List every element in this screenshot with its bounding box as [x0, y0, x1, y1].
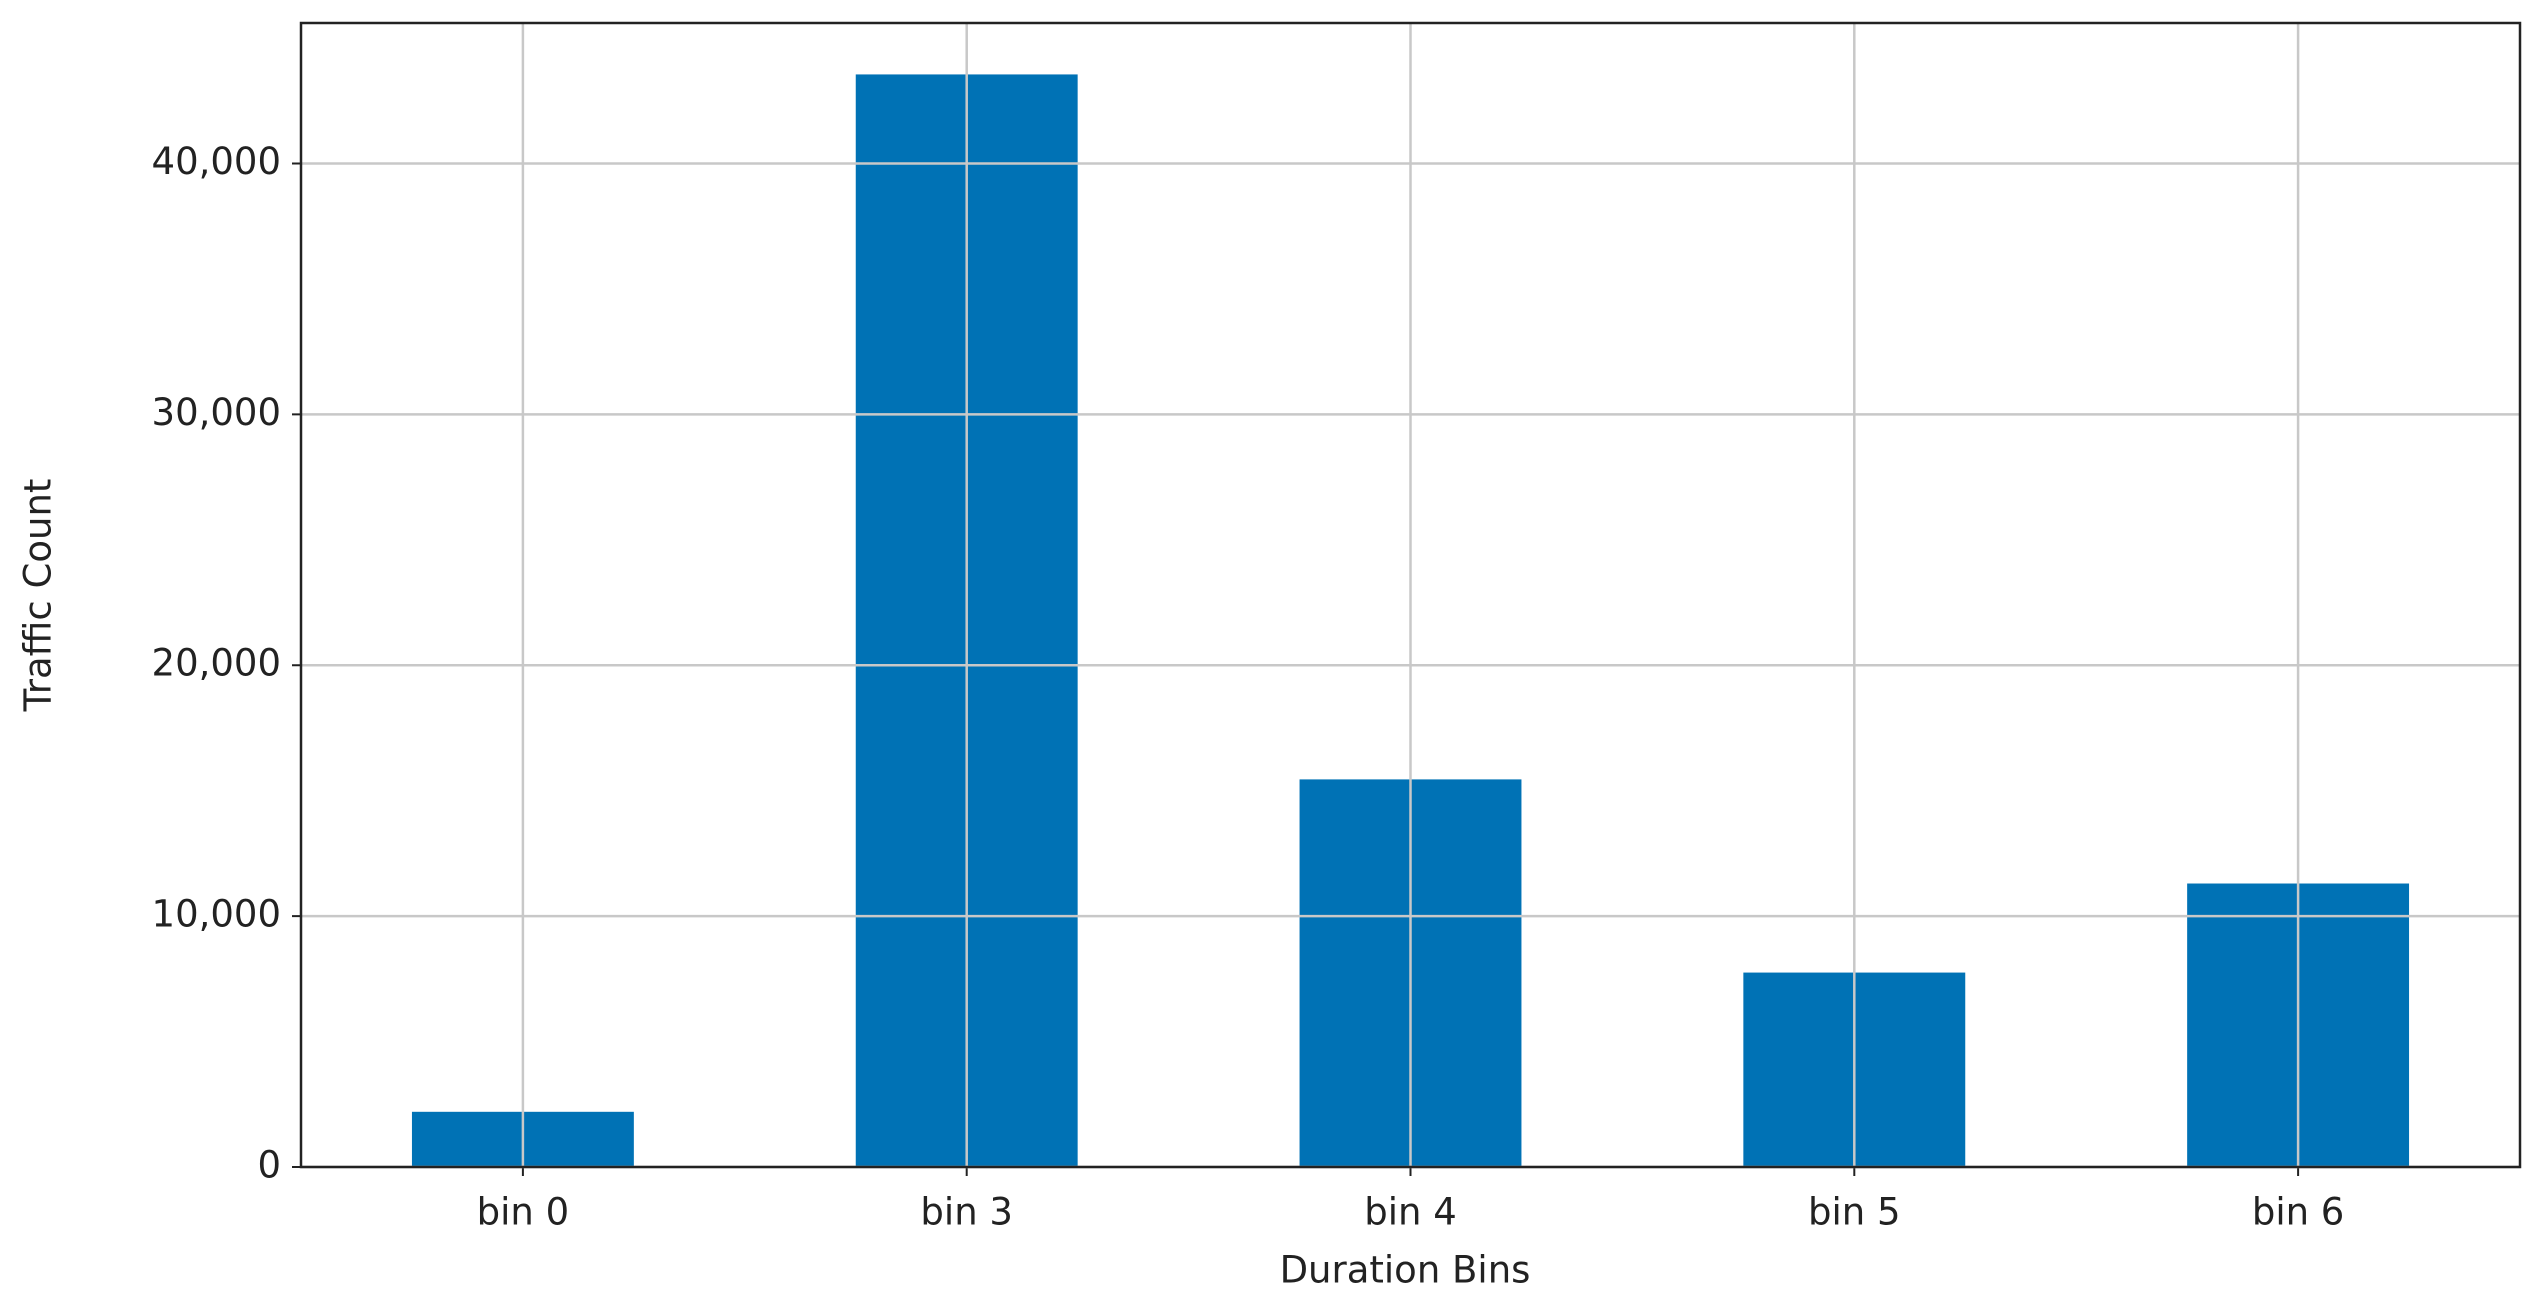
x-tick-label: bin 4: [1364, 1191, 1457, 1234]
y-tick-label: 40,000: [152, 140, 281, 183]
x-tick-label: bin 6: [2252, 1191, 2345, 1234]
y-axis-label: Traffic Count: [17, 479, 60, 713]
y-tick-label: 30,000: [152, 391, 281, 434]
y-tick-label: 20,000: [152, 642, 281, 685]
plot-frame: [299, 21, 2522, 1169]
x-tick-label: bin 5: [1808, 1191, 1901, 1234]
x-axis-label: Duration Bins: [1280, 1249, 1531, 1292]
x-tick-label: bin 0: [477, 1191, 570, 1234]
y-tick-label: 0: [257, 1144, 281, 1187]
x-tick-label: bin 3: [920, 1191, 1013, 1234]
y-tick-label: 10,000: [152, 893, 281, 936]
